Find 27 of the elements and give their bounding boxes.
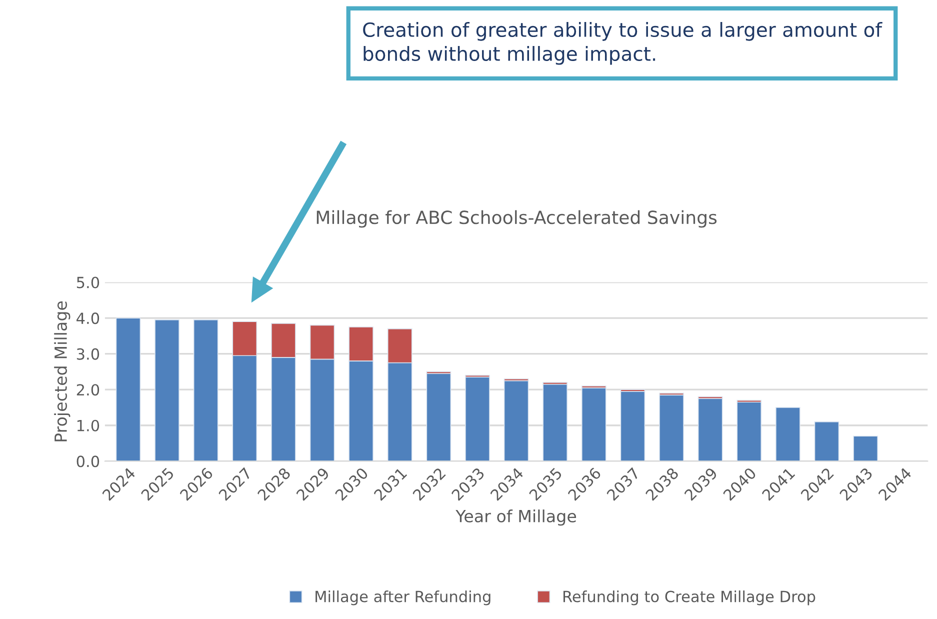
y-tick-label: 1.0 [77, 420, 100, 432]
bar [504, 380, 529, 462]
y-tick-label: 2.0 [76, 384, 100, 396]
bar [853, 436, 878, 462]
legend-label: Millage after Refunding [316, 590, 490, 606]
y-tick-label: 3.0 [76, 348, 100, 360]
x-axis-title: Year of Millage [456, 510, 576, 526]
bar [659, 394, 684, 462]
chart-title: Millage for ABC Schools-Accelerated Savings [316, 210, 717, 228]
bar [465, 376, 490, 462]
bar [775, 407, 800, 462]
bar [193, 319, 218, 462]
text: Creation of greater ability to issue a larger amount of bonds without millage impact. [363, 22, 882, 65]
bar [542, 384, 568, 462]
bar [814, 421, 840, 462]
bar [426, 373, 452, 462]
bar [620, 390, 646, 462]
y-tick-label: 5.0 [76, 276, 100, 288]
bar [116, 318, 141, 462]
bar [154, 319, 180, 462]
legend-label: Refunding to Create Millage Drop [563, 590, 816, 606]
y-tick-label: 0.0 [76, 456, 100, 468]
bar [736, 402, 762, 462]
y-axis-title: Projected Millage [54, 301, 70, 442]
bar [698, 398, 723, 462]
bar [581, 387, 606, 462]
y-tick-label: 4.0 [76, 312, 100, 324]
